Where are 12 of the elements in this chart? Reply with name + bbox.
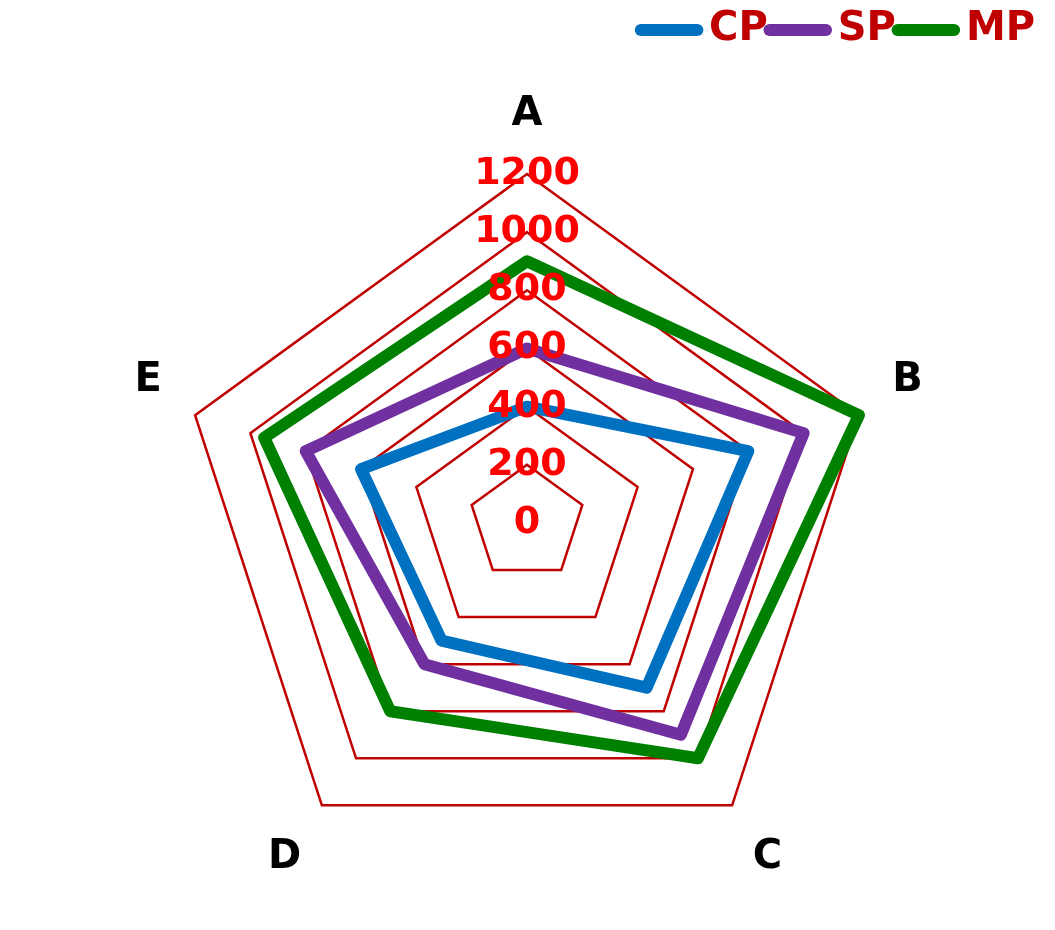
legend-label: MP [965,3,1035,50]
y-tick-label: 200 [487,439,567,484]
spoke-label: A [511,88,543,135]
spoke-label: D [268,831,302,878]
y-tick-label: 0 [513,497,541,542]
spoke-label: B [892,353,923,400]
spoke-label: C [752,831,783,878]
y-tick-label: 1000 [474,207,580,252]
legend-label: CP [709,3,768,50]
spoke-label: E [134,353,162,400]
legend-label: SP [837,3,896,50]
y-tick-label: 1200 [474,148,580,193]
